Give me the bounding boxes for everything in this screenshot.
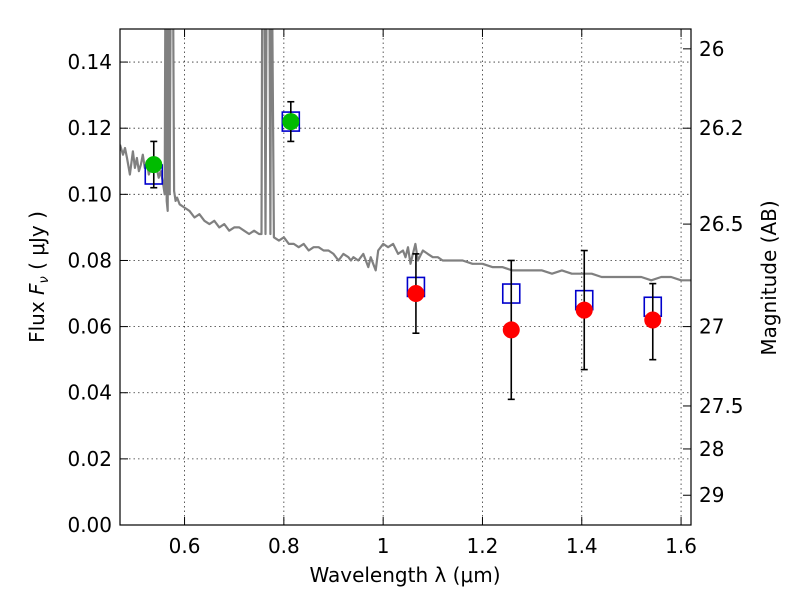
x-tick-label: 1.6 (665, 534, 697, 558)
y-right-tick-label: 27 (699, 315, 724, 339)
y-tick-label: 0.12 (67, 116, 112, 140)
y-tick-label: 0.00 (67, 513, 112, 537)
sed-line (120, 29, 691, 282)
plot-area (120, 29, 691, 282)
x-tick-label: 1 (377, 534, 390, 558)
y-axis-label-unit: ( μJy ) (25, 211, 49, 276)
observed-flux-point (502, 321, 520, 339)
y-tick-label: 0.08 (67, 248, 112, 272)
y-tick-label: 0.06 (67, 315, 112, 339)
grid (120, 29, 691, 525)
markers (144, 100, 663, 401)
y-right-tick-label: 26.5 (699, 212, 744, 236)
y-axis-label-symbol: F (25, 283, 49, 295)
y-right-tick-label: 26.2 (699, 116, 744, 140)
observed-flux-point (282, 113, 300, 131)
y-tick-label: 0.04 (67, 381, 112, 405)
observed-flux-point (575, 301, 593, 319)
y-right-tick-label: 26 (699, 37, 724, 61)
ticks: 0.6 0.8 1 1.2 1.4 1.6 0.00 0.02 0.04 0.06 0.08 0.10… (67, 29, 744, 558)
y-right-tick-label: 27.5 (699, 394, 744, 418)
y-axis-right-label: Magnitude (AB) (757, 200, 781, 355)
y-right-tick-label: 28 (699, 437, 724, 461)
y-tick-label: 0.10 (67, 182, 112, 206)
observed-flux-point (644, 311, 662, 329)
y-axis-label-flux: Flux (25, 295, 49, 343)
x-tick-label: 0.6 (169, 534, 201, 558)
y-axis-label: Flux Fν ( μJy ) (25, 211, 52, 343)
y-tick-label: 0.14 (67, 50, 112, 74)
plot-frame (119, 28, 692, 526)
x-tick-label: 1.2 (467, 534, 499, 558)
x-tick-label: 0.8 (268, 534, 300, 558)
observed-flux-point (145, 156, 163, 174)
y-tick-label: 0.02 (67, 447, 112, 471)
y-axis-label-subscript: ν (37, 276, 52, 283)
x-axis-label: Wavelength λ (μm) (309, 563, 500, 587)
y-right-tick-label: 29 (699, 483, 724, 507)
observed-flux-point (407, 285, 425, 303)
x-tick-label: 1.4 (566, 534, 598, 558)
